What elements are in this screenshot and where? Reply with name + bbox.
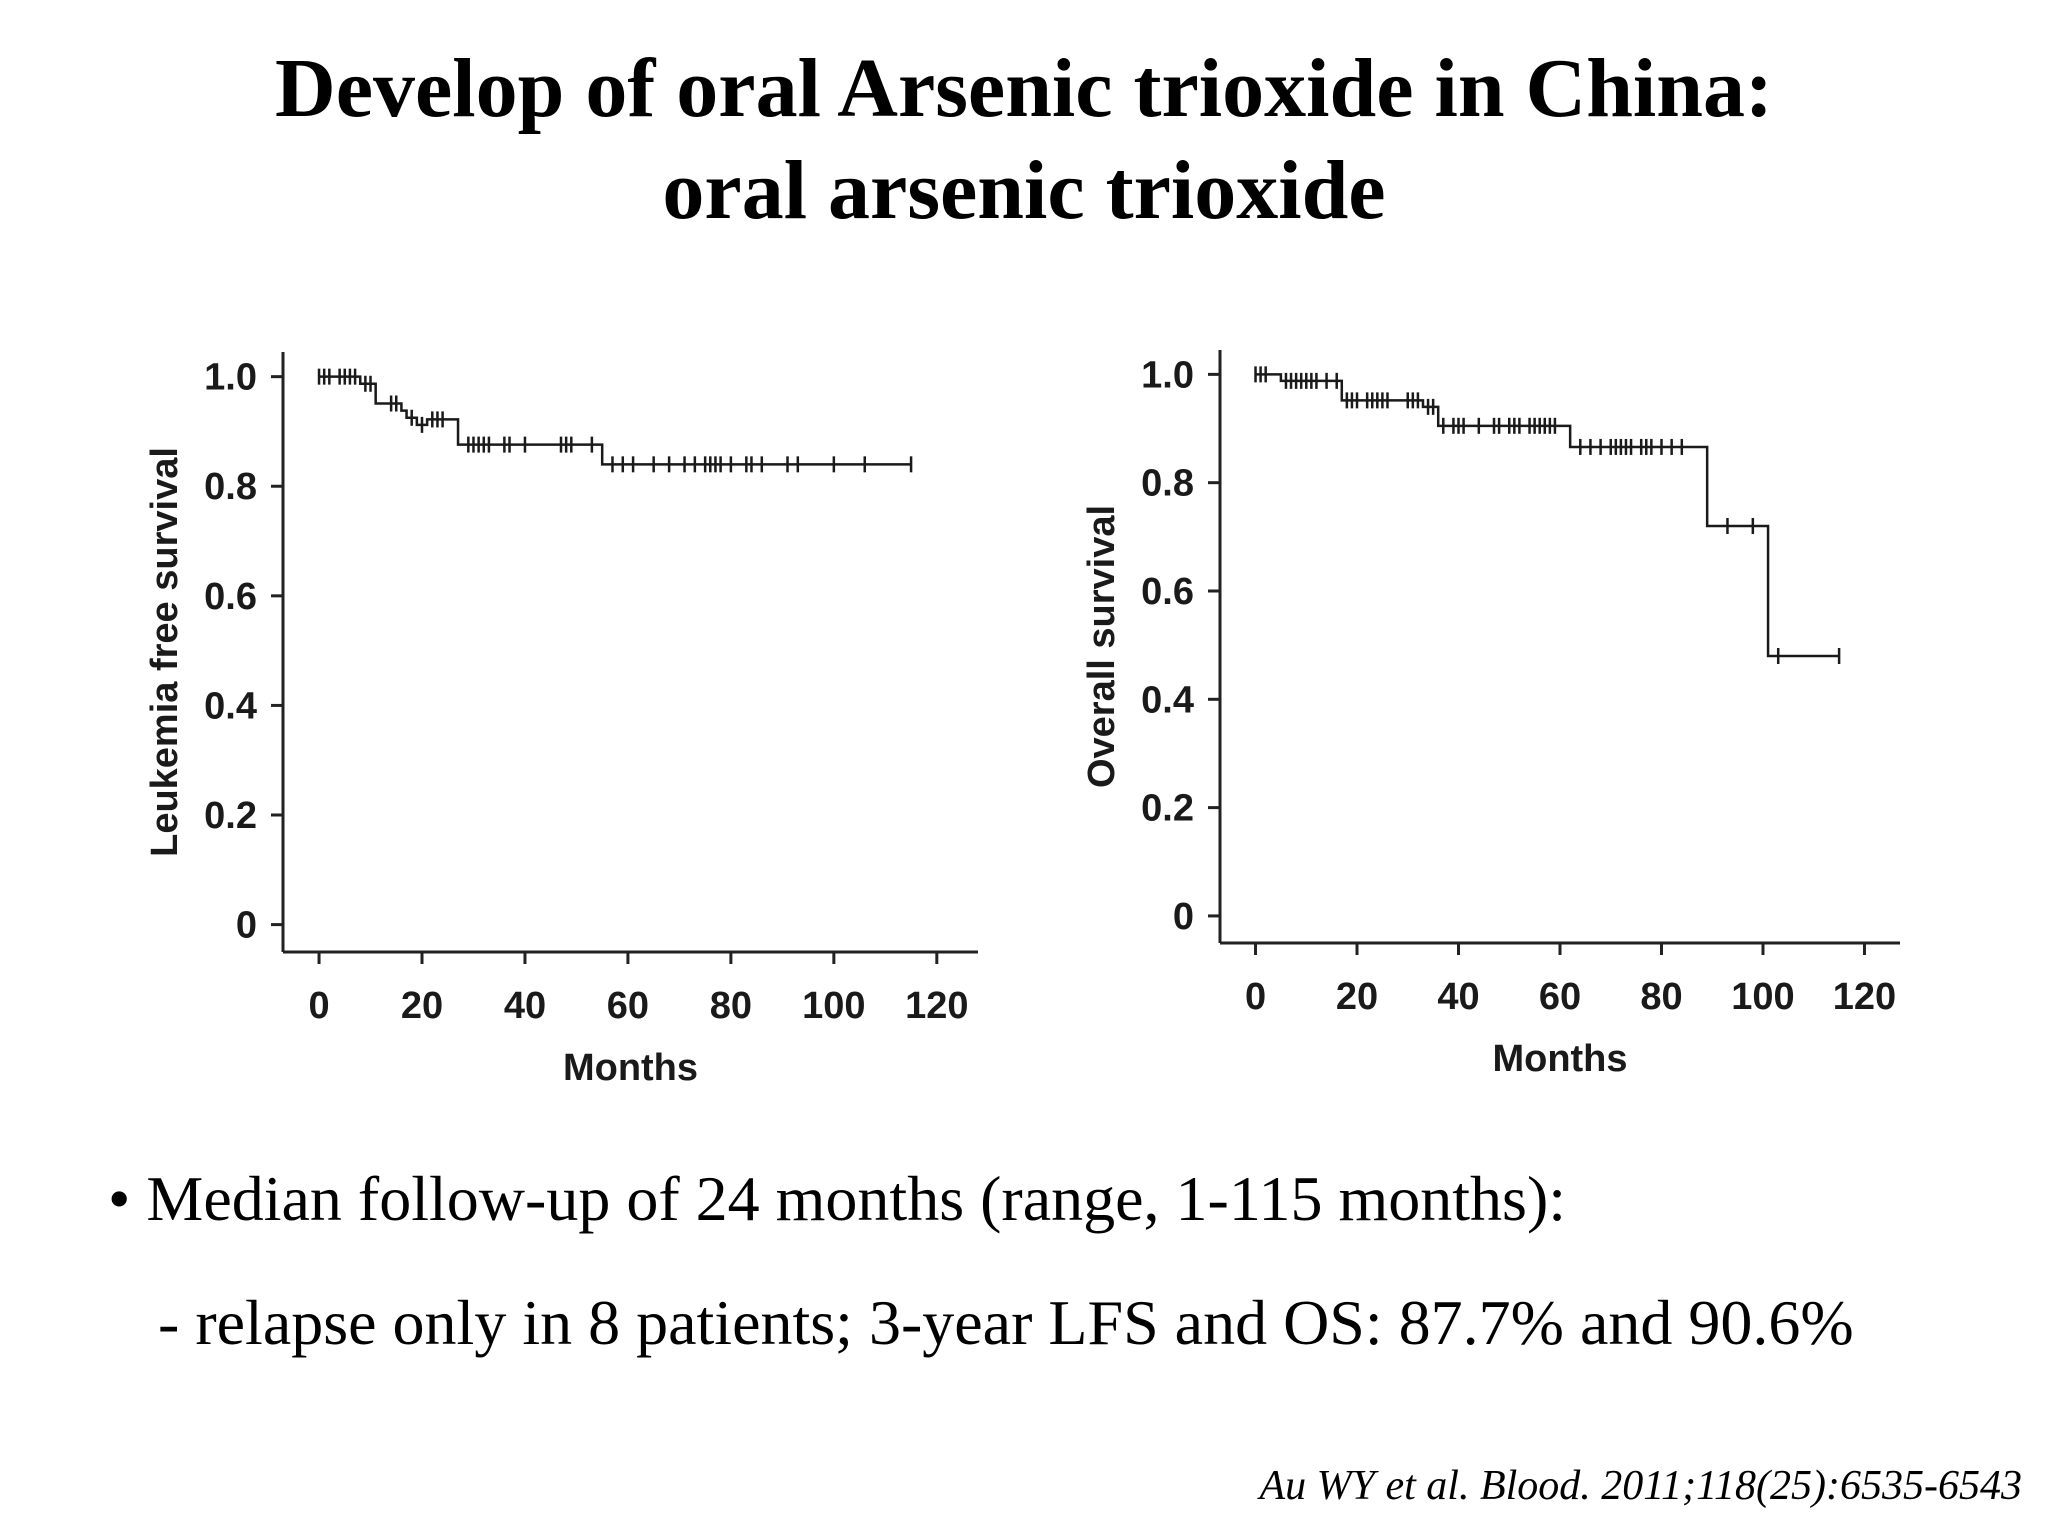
y-tick-label: 0.4 [1141, 679, 1194, 721]
x-tick-label: 20 [401, 985, 443, 1027]
x-tick-label: 120 [905, 985, 968, 1027]
x-tick-label: 80 [710, 985, 752, 1027]
bullet-relapse: - relapse only in 8 patients; 3-year LFS… [158, 1287, 1854, 1358]
citation: Au WY et al. Blood. 2011;118(25):6535-65… [1259, 1463, 2022, 1509]
x-axis-title: Months [563, 1047, 698, 1089]
lfs-chart: 0 0.2 0.4 0.6 0.8 1.0 0 20 40 60 80 100 120 Months Leu… [144, 352, 978, 1089]
y-tick-label: 1.0 [1141, 354, 1194, 396]
x-tick-label: 0 [308, 985, 329, 1027]
x-tick-label: 20 [1336, 976, 1378, 1018]
x-tick-label: 100 [1731, 976, 1794, 1018]
y-tick-label: 0.2 [204, 795, 257, 837]
x-tick-label: 60 [607, 985, 649, 1027]
slide-title-line-1: Develop of oral Arsenic trioxide in Chin… [275, 42, 1773, 135]
x-tick-label: 60 [1539, 976, 1581, 1018]
x-tick-label: 120 [1833, 976, 1896, 1018]
y-tick-label: 0.8 [1141, 463, 1194, 505]
x-tick-label: 0 [1245, 976, 1266, 1018]
slide-title: Develop of oral Arsenic trioxide in Chin… [60, 38, 1988, 242]
y-tick-label: 0 [236, 905, 257, 947]
y-tick-label: 0.6 [204, 576, 257, 618]
bullet-follow-up: • Median follow-up of 24 months (range, … [108, 1163, 1567, 1234]
y-tick-label: 0.6 [1141, 571, 1194, 613]
os-chart: 0 0.2 0.4 0.6 0.8 1.0 0 20 40 60 80 100 120 Months Ove… [1081, 350, 1900, 1080]
y-tick-label: 1.0 [204, 357, 257, 399]
x-axis-title: Months [1492, 1038, 1627, 1080]
y-tick-label: 0 [1173, 896, 1194, 938]
x-tick-label: 100 [802, 985, 865, 1027]
y-tick-label: 0.4 [204, 685, 257, 727]
os-survival-curve [1255, 373, 1840, 658]
lfs-survival-curve [319, 375, 912, 466]
y-axis-title: Leukemia free survival [144, 447, 186, 857]
y-axis-title: Overall survival [1081, 505, 1123, 788]
x-tick-label: 40 [504, 985, 546, 1027]
y-tick-label: 0.2 [1141, 788, 1194, 830]
slide-title-line-2: oral arsenic trioxide [662, 144, 1386, 237]
x-tick-label: 40 [1437, 976, 1479, 1018]
y-tick-label: 0.8 [204, 466, 257, 508]
x-tick-label: 80 [1640, 976, 1682, 1018]
